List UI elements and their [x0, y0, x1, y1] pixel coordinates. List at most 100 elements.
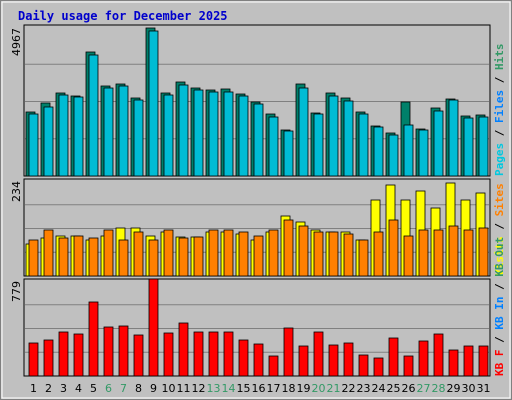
x-tick-label: 3	[60, 382, 67, 395]
hits-bar-files	[358, 113, 369, 177]
x-tick-label: 9	[150, 382, 157, 395]
hits-bar-files	[478, 116, 489, 177]
x-tick-label: 18	[282, 382, 296, 395]
visits-bar-sites	[58, 237, 69, 277]
legend-entry: /	[493, 123, 506, 143]
kb-bar-kb-f	[268, 355, 279, 377]
visits-bar-sites	[253, 235, 264, 277]
x-tick-label: 23	[357, 382, 371, 395]
hits-bar-files	[403, 124, 414, 177]
visits-bar-sites	[73, 235, 84, 277]
kb-bar-kb-f	[373, 357, 384, 377]
visits-bar-sites	[388, 219, 399, 277]
legend-entry: Sites	[493, 183, 506, 216]
legend-entry: KB F	[493, 350, 506, 377]
x-tick-label: 16	[252, 382, 266, 395]
x-tick-label: 21	[327, 382, 341, 395]
visits-bar-sites	[433, 229, 444, 277]
hits-bar-files	[418, 129, 429, 177]
bars	[25, 27, 489, 377]
hits-bar-files	[268, 116, 279, 177]
kb-bar-kb-f	[148, 278, 159, 377]
kb-bar-kb-f	[73, 333, 84, 377]
visits-bar-sites	[193, 236, 204, 277]
visits-bar-sites	[238, 231, 249, 277]
visits-bar-sites	[463, 229, 474, 277]
hits-bar-files	[73, 96, 84, 177]
legend-entry: /	[493, 70, 506, 90]
x-tick-label: 19	[297, 382, 311, 395]
hits-bar-files	[163, 94, 174, 177]
visits-bar-sites	[133, 231, 144, 277]
hits-legend: Pages / Files / Hits	[493, 44, 506, 177]
kb-bar-kb-f	[388, 337, 399, 377]
kb-bar-kb-f	[58, 331, 69, 377]
x-tick-label: 27	[417, 382, 431, 395]
kb-bar-kb-f	[433, 333, 444, 377]
x-tick-labels: 1 2 3 4 5 6 7 8 9 10 11 12 13 14 15 16 17 18 19 20 21 22 23 24 2…	[30, 382, 491, 395]
hits-bar-files	[388, 134, 399, 177]
x-tick-label: 25	[387, 382, 401, 395]
x-tick-label: 5	[90, 382, 97, 395]
kb-bar-kb-f	[178, 322, 189, 377]
kb-bar-kb-f	[103, 326, 114, 377]
legend-entry: Visits	[493, 236, 506, 276]
kb-bar-kb-f	[298, 345, 309, 377]
kb-bar-kb-f	[328, 344, 339, 377]
hits-bar-files	[118, 85, 129, 177]
hits-bar-files	[298, 87, 309, 177]
x-tick-label: 17	[267, 382, 281, 395]
visits-bar-sites	[178, 237, 189, 277]
x-tick-label: 8	[135, 382, 142, 395]
hits-bar-files	[133, 99, 144, 177]
hits-bar-files	[223, 91, 234, 177]
hits-bar-files	[253, 103, 264, 177]
legend-entry: Files	[493, 90, 506, 123]
x-tick-label: 20	[312, 382, 326, 395]
kb-bar-kb-f	[193, 331, 204, 377]
x-tick-label: 4	[75, 382, 82, 395]
hits-bar-files	[313, 113, 324, 177]
hits-bar-files	[433, 110, 444, 177]
kb-legend: KB F / KB In / KB Out	[493, 237, 506, 376]
kb-bar-kb-f	[238, 339, 249, 377]
hits-ymax-label: 4967	[10, 28, 23, 56]
hits-bar-files	[58, 94, 69, 177]
visits-bar-sites	[343, 233, 354, 277]
kb-bar-kb-f	[223, 331, 234, 377]
hits-bar-files	[283, 130, 294, 177]
visits-ymax-label: 234	[10, 181, 23, 202]
visits-bar-sites	[313, 231, 324, 277]
hits-bar-files	[208, 91, 219, 177]
x-tick-label: 31	[477, 382, 491, 395]
kb-bar-kb-f	[403, 355, 414, 377]
kb-bar-kb-f	[283, 327, 294, 377]
kb-bar-kb-f	[88, 301, 99, 377]
kb-bar-kb-f	[343, 342, 354, 377]
chart-title: Daily usage for December 2025	[18, 9, 228, 23]
visits-legend: Visits / Sites	[493, 183, 506, 276]
kb-bar-kb-f	[208, 331, 219, 377]
hits-bar-files	[193, 89, 204, 177]
x-tick-label: 26	[402, 382, 416, 395]
visits-bar-sites	[118, 239, 129, 277]
visits-bar-sites	[148, 239, 159, 277]
visits-bar-sites	[298, 225, 309, 277]
x-tick-label: 12	[192, 382, 206, 395]
x-tick-label: 22	[342, 382, 356, 395]
legend-entry: /	[493, 277, 506, 297]
kb-bar-kb-f	[313, 331, 324, 377]
hits-bar-files	[373, 126, 384, 177]
legend-entry: Pages	[493, 143, 506, 176]
x-tick-label: 7	[120, 382, 127, 395]
x-tick-label: 10	[162, 382, 176, 395]
kb-bar-kb-f	[358, 354, 369, 377]
hits-bar-files	[88, 54, 99, 177]
visits-bar-sites	[328, 231, 339, 277]
x-tick-label: 24	[372, 382, 386, 395]
visits-bar-sites	[223, 229, 234, 277]
kb-bar-kb-f	[478, 345, 489, 377]
visits-bar-sites	[358, 239, 369, 277]
